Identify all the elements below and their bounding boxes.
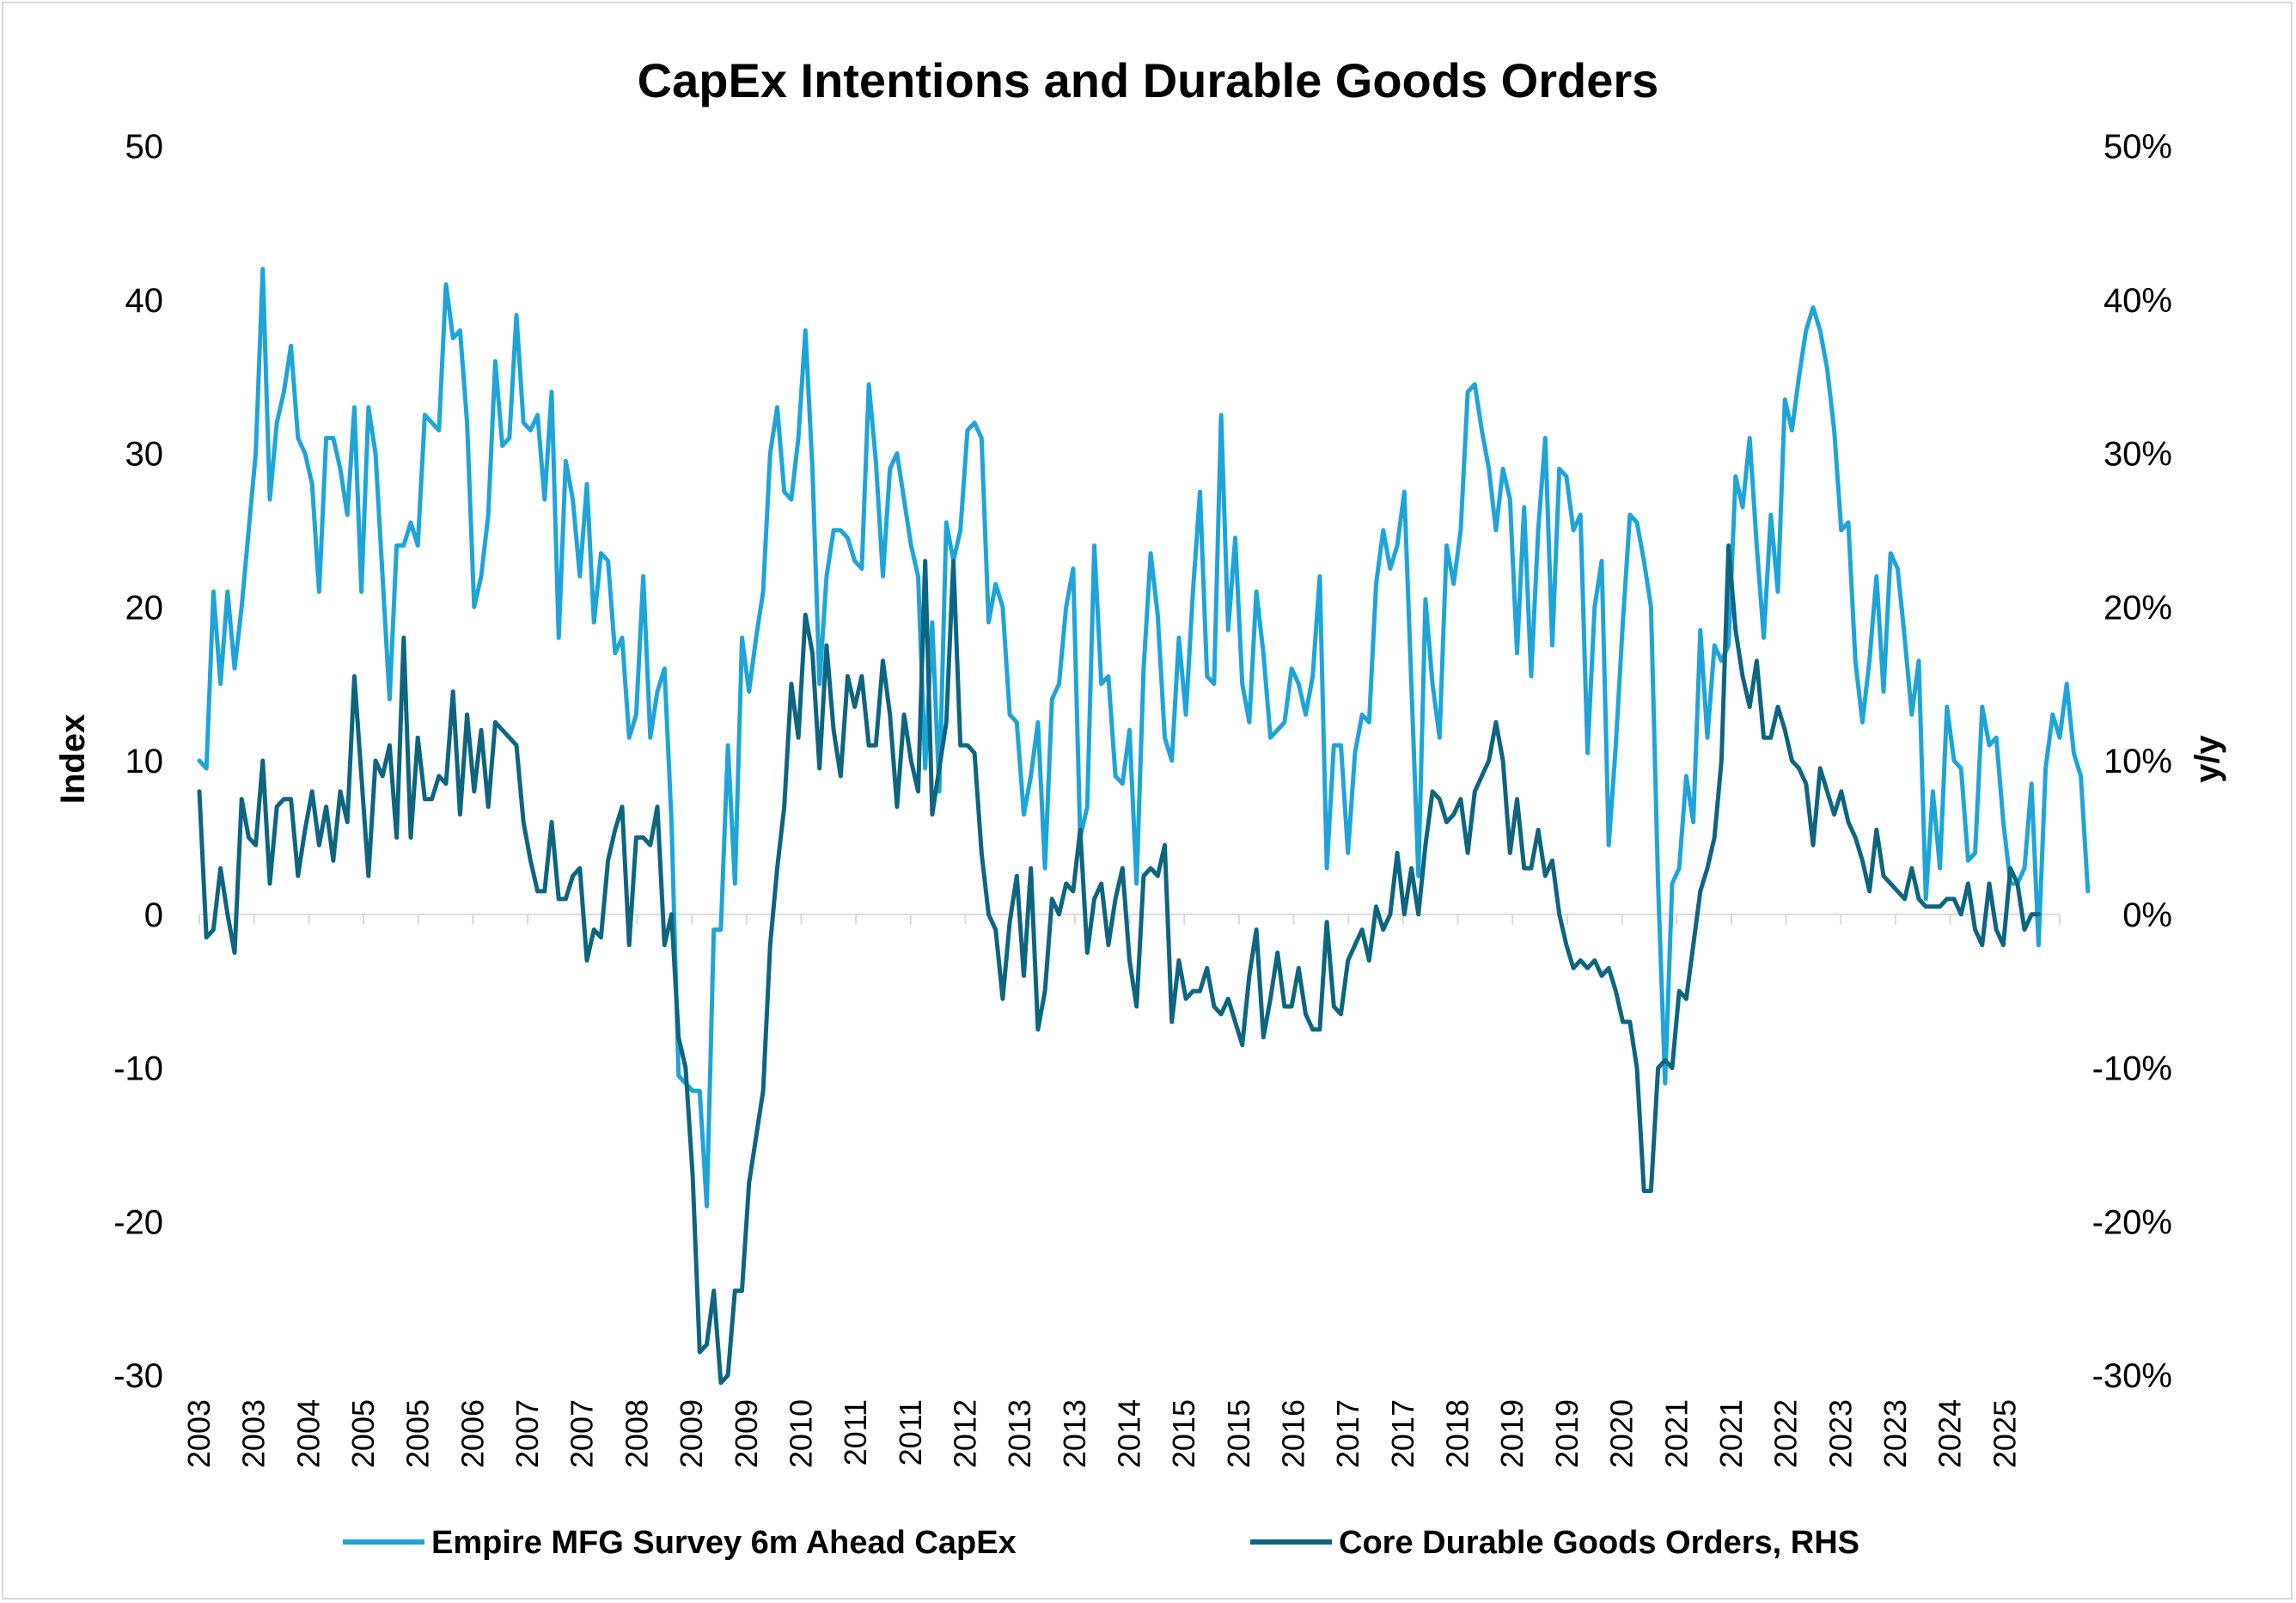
x-tick-label: 2006 xyxy=(455,1399,490,1468)
x-tick-label: 2009 xyxy=(674,1399,709,1468)
x-tick-label: 2020 xyxy=(1604,1399,1640,1468)
left-tick-label: -10 xyxy=(113,1050,163,1088)
chart-title: CapEx Intentions and Durable Goods Order… xyxy=(638,53,1659,107)
x-tick-label: 2017 xyxy=(1330,1399,1365,1468)
left-y-axis: 50 40 30 20 10 0 -10 -20 -30 xyxy=(113,128,163,1395)
x-tick-label: 2008 xyxy=(619,1399,654,1468)
left-tick-label: 20 xyxy=(125,589,164,627)
x-tick-label: 2024 xyxy=(1933,1399,1968,1468)
x-tick-label: 2007 xyxy=(510,1399,545,1468)
left-tick-label: 50 xyxy=(125,128,164,166)
right-tick-label: -10% xyxy=(2092,1050,2172,1088)
x-tick-label: 2015 xyxy=(1166,1399,1201,1468)
x-tick-label: 2021 xyxy=(1713,1399,1749,1468)
x-tick-label: 2019 xyxy=(1494,1399,1530,1468)
right-tick-label: 0% xyxy=(2122,896,2172,934)
right-axis-label: y/y xyxy=(2189,734,2226,782)
series-layer xyxy=(197,266,2091,1386)
legend-label-empire: Empire MFG Survey 6m Ahead CapEx xyxy=(431,1525,1017,1561)
series-line-empire xyxy=(197,266,2091,1208)
x-tick-label: 2010 xyxy=(783,1399,818,1468)
left-axis-label: Index xyxy=(54,714,92,804)
legend-label-durable: Core Durable Goods Orders, RHS xyxy=(1339,1525,1859,1561)
x-tick-label: 2005 xyxy=(345,1399,381,1468)
left-tick-label: 10 xyxy=(125,743,164,780)
x-tick-label: 2011 xyxy=(838,1399,873,1465)
x-tick-label: 2021 xyxy=(1658,1399,1694,1468)
x-tick-label: 2025 xyxy=(1987,1399,2022,1468)
x-tick-label: 2013 xyxy=(1002,1399,1037,1468)
right-tick-label: 30% xyxy=(2104,436,2172,474)
right-tick-label: 40% xyxy=(2104,282,2172,320)
x-tick-label: 2011 xyxy=(893,1399,928,1465)
left-tick-label: 40 xyxy=(125,282,164,320)
x-tick-label: 2015 xyxy=(1221,1399,1256,1468)
right-tick-label: -30% xyxy=(2092,1357,2172,1395)
left-tick-label: -20 xyxy=(113,1203,163,1241)
series-line-durable xyxy=(197,543,2041,1386)
legend: Empire MFG Survey 6m Ahead CapEx Core Du… xyxy=(343,1525,1859,1561)
x-tick-label: 2004 xyxy=(290,1399,326,1468)
x-tick-label: 2013 xyxy=(1057,1399,1092,1468)
x-tick-label: 2017 xyxy=(1385,1399,1420,1468)
x-tick-label: 2003 xyxy=(181,1399,217,1468)
right-tick-label: 50% xyxy=(2104,128,2172,166)
right-tick-label: 10% xyxy=(2104,743,2172,780)
x-tick-label: 2022 xyxy=(1768,1399,1804,1468)
x-tick-label: 2012 xyxy=(947,1399,982,1468)
x-tick-label: 2016 xyxy=(1276,1399,1311,1468)
x-tick-label: 2019 xyxy=(1549,1399,1585,1468)
x-tick-label: 2009 xyxy=(729,1399,764,1468)
x-tick-label: 2018 xyxy=(1440,1399,1475,1468)
x-tick-label: 2007 xyxy=(565,1399,600,1468)
left-tick-label: 0 xyxy=(144,896,163,934)
left-tick-label: -30 xyxy=(113,1357,163,1395)
x-tick-label: 2005 xyxy=(400,1399,436,1468)
x-tick-label: 2023 xyxy=(1823,1399,1858,1468)
x-tick-label: 2014 xyxy=(1112,1399,1147,1468)
x-axis: 2003 2003 2004 2005 2005 2006 2007 2007 2008 2009… xyxy=(181,913,2061,1468)
right-tick-label: 20% xyxy=(2104,589,2172,627)
right-y-axis: 50% 40% 30% 20% 10% 0% -10% -20% -30% xyxy=(2092,128,2172,1395)
right-tick-label: -20% xyxy=(2092,1203,2172,1241)
left-tick-label: 30 xyxy=(125,436,164,474)
x-tick-label: 2003 xyxy=(236,1399,272,1468)
x-tick-label: 2023 xyxy=(1878,1399,1913,1468)
